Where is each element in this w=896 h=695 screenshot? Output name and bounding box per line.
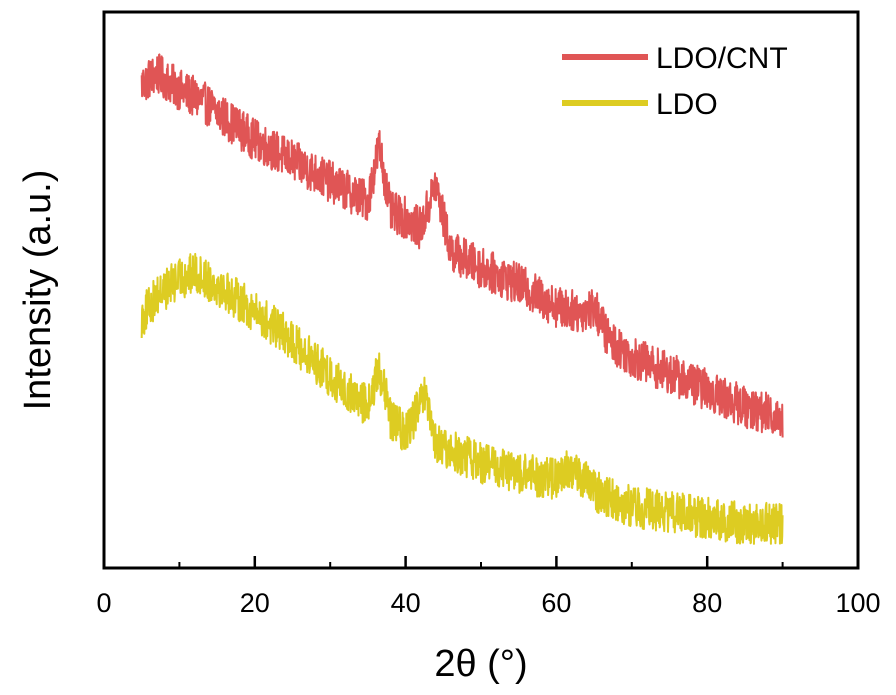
x-tick-label: 100 (835, 588, 880, 618)
x-tick-label: 0 (96, 588, 111, 618)
x-ticks: 0 20 40 60 80 100 (96, 556, 881, 618)
legend-label-ldo-cnt: LDO/CNT (656, 42, 788, 75)
x-tick-label: 40 (391, 588, 421, 618)
x-tick-label: 20 (240, 588, 270, 618)
y-axis-title: Intensity (a.u.) (17, 170, 59, 411)
series-layer (140, 53, 784, 545)
legend: LDO/CNT LDO (562, 42, 788, 121)
legend-label-ldo: LDO (656, 88, 718, 121)
x-tick-label: 80 (692, 588, 722, 618)
x-axis-title: 2θ (°) (434, 643, 527, 685)
series-line-ldo (140, 252, 784, 545)
series-line-ldo-cnt (140, 53, 784, 438)
x-tick-label: 60 (541, 588, 571, 618)
